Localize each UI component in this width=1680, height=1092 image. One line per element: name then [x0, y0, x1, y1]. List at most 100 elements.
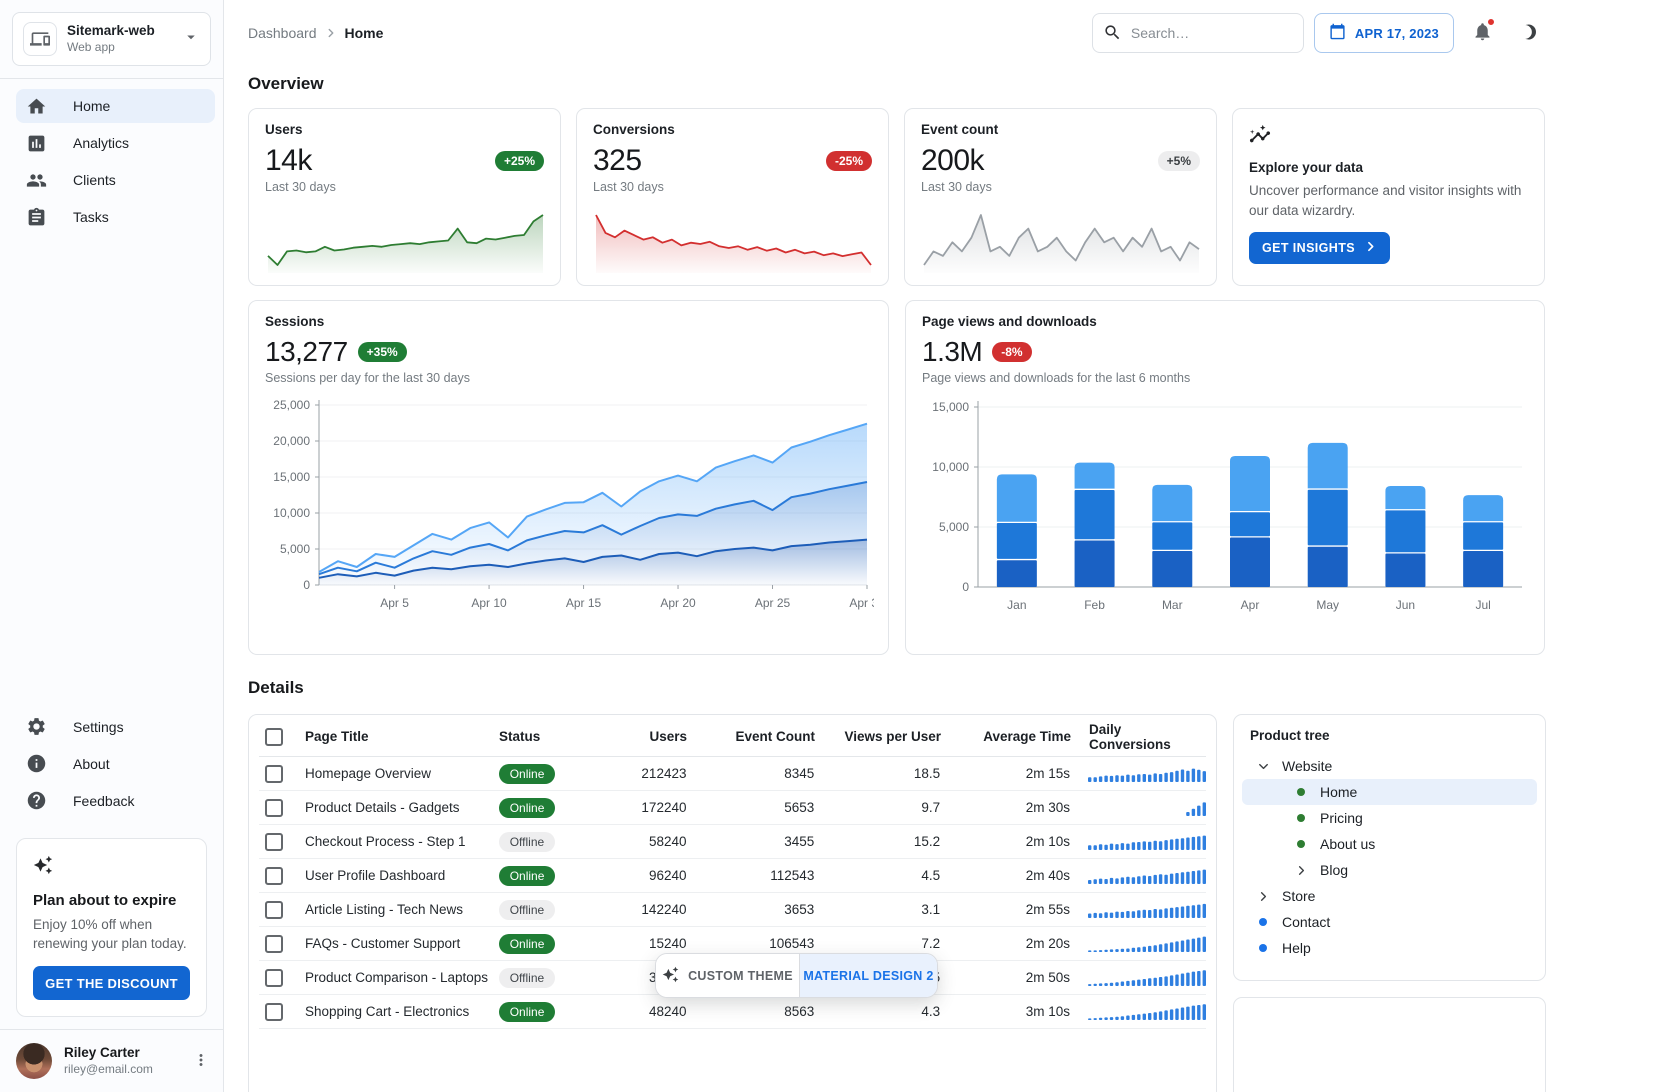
get-insights-button[interactable]: GET INSIGHTS	[1249, 232, 1391, 265]
svg-text:5,000: 5,000	[939, 520, 969, 534]
table-row[interactable]: Checkout Process - Step 1 Offline 58240 345…	[259, 825, 1207, 859]
row-checkbox[interactable]	[265, 798, 283, 817]
cell-event-count: 8563	[784, 1004, 815, 1019]
cell-users: 212423	[641, 766, 687, 781]
table-row[interactable]: Product Details - Gadgets Online 172240 565…	[259, 791, 1207, 825]
cell-page-title: User Profile Dashboard	[304, 868, 446, 883]
cell-users: 172240	[641, 800, 687, 815]
svg-text:0: 0	[962, 580, 969, 594]
search-box	[1091, 13, 1304, 53]
col-users: Users	[649, 729, 687, 744]
cell-users: 15240	[648, 936, 687, 951]
avatar	[16, 1043, 52, 1079]
svg-text:10,000: 10,000	[932, 460, 969, 474]
settings-icon	[26, 716, 47, 737]
breadcrumb-home: Home	[344, 25, 384, 41]
blue-dot-icon	[1252, 918, 1274, 926]
sidebar-item-home[interactable]: Home	[16, 89, 215, 123]
svg-text:10,000: 10,000	[273, 506, 310, 520]
date-picker-button[interactable]: APR 17, 2023	[1313, 13, 1454, 53]
pageviews-title: Page views and downloads	[922, 314, 1097, 329]
moon-icon	[1517, 21, 1539, 46]
help-icon	[26, 790, 47, 811]
notification-badge	[1486, 17, 1496, 27]
row-checkbox[interactable]	[265, 832, 283, 851]
tree-item-help[interactable]: Help	[1242, 935, 1537, 961]
pageviews-bar-chart: 0 5,000 10,000 15,000 Jan Feb Mar Apr May Jun Jul	[932, 400, 1522, 612]
table-row[interactable]: Shopping Cart - Electronics Online 48240 85…	[259, 995, 1207, 1029]
daily-conversions-sparkbars	[1186, 802, 1207, 816]
people-icon	[26, 170, 47, 191]
svg-text:15,000: 15,000	[273, 470, 310, 484]
svg-text:Apr 5: Apr 5	[380, 596, 409, 610]
tree-item-pricing[interactable]: Pricing	[1242, 805, 1537, 831]
status-badge: Online	[498, 797, 556, 818]
stat-sparkline	[267, 214, 544, 273]
daily-conversions-sparkbars	[1088, 768, 1207, 782]
sidebar-item-clients[interactable]: Clients	[16, 163, 215, 197]
cell-average-time: 2m 40s	[1025, 868, 1071, 883]
get-discount-button[interactable]: GET THE DISCOUNT	[33, 966, 190, 1000]
breadcrumb-dashboard[interactable]: Dashboard	[248, 25, 317, 41]
table-row[interactable]: Homepage Overview Online 212423 8345 18.5 2m …	[259, 757, 1207, 791]
sidebar-item-analytics[interactable]: Analytics	[16, 126, 215, 160]
custom-theme-button[interactable]: CUSTOM THEME	[656, 954, 799, 997]
status-badge: Offline	[498, 899, 556, 920]
table-row[interactable]: Article Listing - Tech News Offline 142240…	[259, 893, 1207, 927]
user-menu-button[interactable]	[187, 1047, 215, 1075]
cell-users: 96240	[648, 868, 687, 883]
tree-item-website[interactable]: Website	[1242, 753, 1537, 779]
svg-text:0: 0	[303, 578, 310, 592]
notifications-button[interactable]	[1464, 15, 1500, 51]
sidebar-item-about[interactable]: About	[16, 747, 215, 781]
chevron-right-icon	[1252, 889, 1274, 904]
material-design-2-button[interactable]: MATERIAL DESIGN 2	[799, 954, 937, 997]
sidebar-item-settings[interactable]: Settings	[16, 710, 215, 744]
tree-item-label: Blog	[1320, 862, 1349, 878]
table-row[interactable]: User Profile Dashboard Online 96240 112543 4…	[259, 859, 1207, 893]
sidebar-item-tasks[interactable]: Tasks	[16, 200, 215, 234]
chevron-down-icon	[1252, 759, 1274, 774]
row-checkbox[interactable]	[265, 866, 283, 885]
user-name: Riley Carter	[64, 1045, 140, 1061]
explore-data-card: Explore your data Uncover performance an…	[1232, 108, 1545, 286]
row-checkbox[interactable]	[265, 1002, 283, 1021]
row-checkbox[interactable]	[265, 934, 283, 953]
user-account-row: Riley Carter riley@email.com	[0, 1029, 223, 1092]
cell-views-per-user: 7.2	[921, 936, 941, 951]
col-average-time: Average Time	[983, 729, 1071, 744]
chevron-right-icon	[1364, 240, 1377, 256]
sparkle-icon	[662, 966, 679, 986]
sidebar: Sitemark-web Web app Home Analytics Client…	[0, 0, 224, 1092]
more-vert-icon	[192, 1051, 210, 1072]
svg-text:15,000: 15,000	[932, 400, 969, 414]
cell-page-title: Shopping Cart - Electronics	[304, 1004, 470, 1019]
select-all-checkbox[interactable]	[265, 727, 283, 746]
tree-item-store[interactable]: Store	[1242, 883, 1537, 909]
cell-event-count: 5653	[784, 800, 815, 815]
main-content: Dashboard Home APR 17, 2023	[224, 0, 1680, 1092]
sessions-area-chart: 0 5,000 10,000 15,000 20,000 25,000 Apr 5 Apr 1…	[273, 398, 874, 610]
green-dot-icon	[1290, 814, 1312, 822]
tree-item-about-us[interactable]: About us	[1242, 831, 1537, 857]
sidebar-divider	[0, 78, 223, 79]
chevron-right-icon	[324, 26, 338, 40]
stat-trend-chip: +25%	[494, 151, 544, 171]
product-tree-card: Product tree Website Home Pricing About us B…	[1233, 714, 1546, 981]
stat-card-users: Users 14k +25% Last 30 days	[248, 108, 561, 286]
devices-icon	[23, 22, 57, 56]
tree-item-blog[interactable]: Blog	[1242, 857, 1537, 883]
workspace-select[interactable]: Sitemark-web Web app	[12, 12, 211, 66]
cell-average-time: 2m 10s	[1025, 834, 1071, 849]
tree-item-home[interactable]: Home	[1242, 779, 1537, 805]
pageviews-value: 1.3M	[922, 336, 983, 367]
row-checkbox[interactable]	[265, 764, 283, 783]
row-checkbox[interactable]	[265, 900, 283, 919]
sidebar-item-feedback[interactable]: Feedback	[16, 784, 215, 818]
dark-mode-button[interactable]	[1510, 15, 1546, 51]
daily-conversions-sparkbars	[1088, 835, 1207, 850]
stat-caption: Last 30 days	[265, 180, 336, 194]
row-checkbox[interactable]	[265, 968, 283, 987]
search-input[interactable]	[1091, 13, 1304, 53]
tree-item-contact[interactable]: Contact	[1242, 909, 1537, 935]
